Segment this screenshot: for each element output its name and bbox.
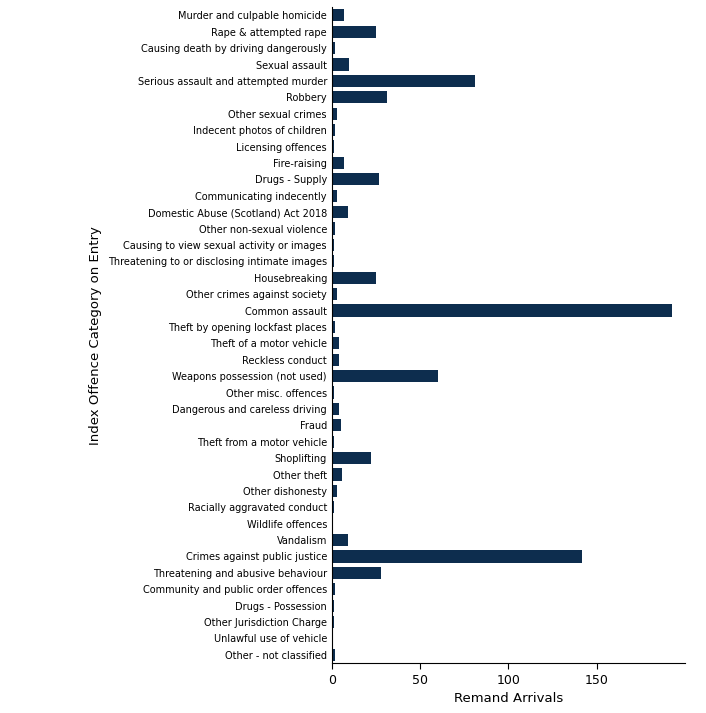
Bar: [332, 42, 335, 54]
Bar: [332, 501, 333, 513]
Bar: [332, 583, 335, 595]
Bar: [332, 321, 335, 333]
Bar: [332, 550, 582, 563]
Bar: [332, 255, 333, 267]
Bar: [332, 304, 672, 317]
Bar: [332, 239, 333, 251]
Bar: [332, 337, 339, 349]
Bar: [332, 649, 335, 661]
Bar: [332, 108, 337, 120]
Bar: [332, 124, 335, 136]
Bar: [332, 222, 335, 235]
X-axis label: Remand Arrivals: Remand Arrivals: [454, 692, 563, 705]
Bar: [332, 58, 349, 71]
Bar: [332, 91, 387, 103]
Bar: [332, 370, 438, 382]
Bar: [332, 567, 381, 579]
Bar: [332, 173, 380, 185]
Bar: [332, 354, 339, 366]
Bar: [332, 157, 345, 169]
Bar: [332, 386, 333, 399]
Bar: [332, 468, 342, 481]
Bar: [332, 452, 371, 464]
Bar: [332, 272, 376, 284]
Bar: [332, 534, 347, 546]
Bar: [332, 419, 340, 431]
Bar: [332, 288, 337, 300]
Bar: [332, 616, 333, 628]
Bar: [332, 190, 337, 202]
Bar: [332, 485, 337, 497]
Bar: [332, 26, 376, 38]
Bar: [332, 206, 347, 218]
Bar: [332, 436, 333, 448]
Y-axis label: Index Offence Category on Entry: Index Offence Category on Entry: [89, 226, 102, 444]
Bar: [332, 403, 339, 415]
Bar: [332, 9, 345, 21]
Bar: [332, 75, 474, 87]
Bar: [332, 600, 333, 612]
Bar: [332, 140, 333, 153]
